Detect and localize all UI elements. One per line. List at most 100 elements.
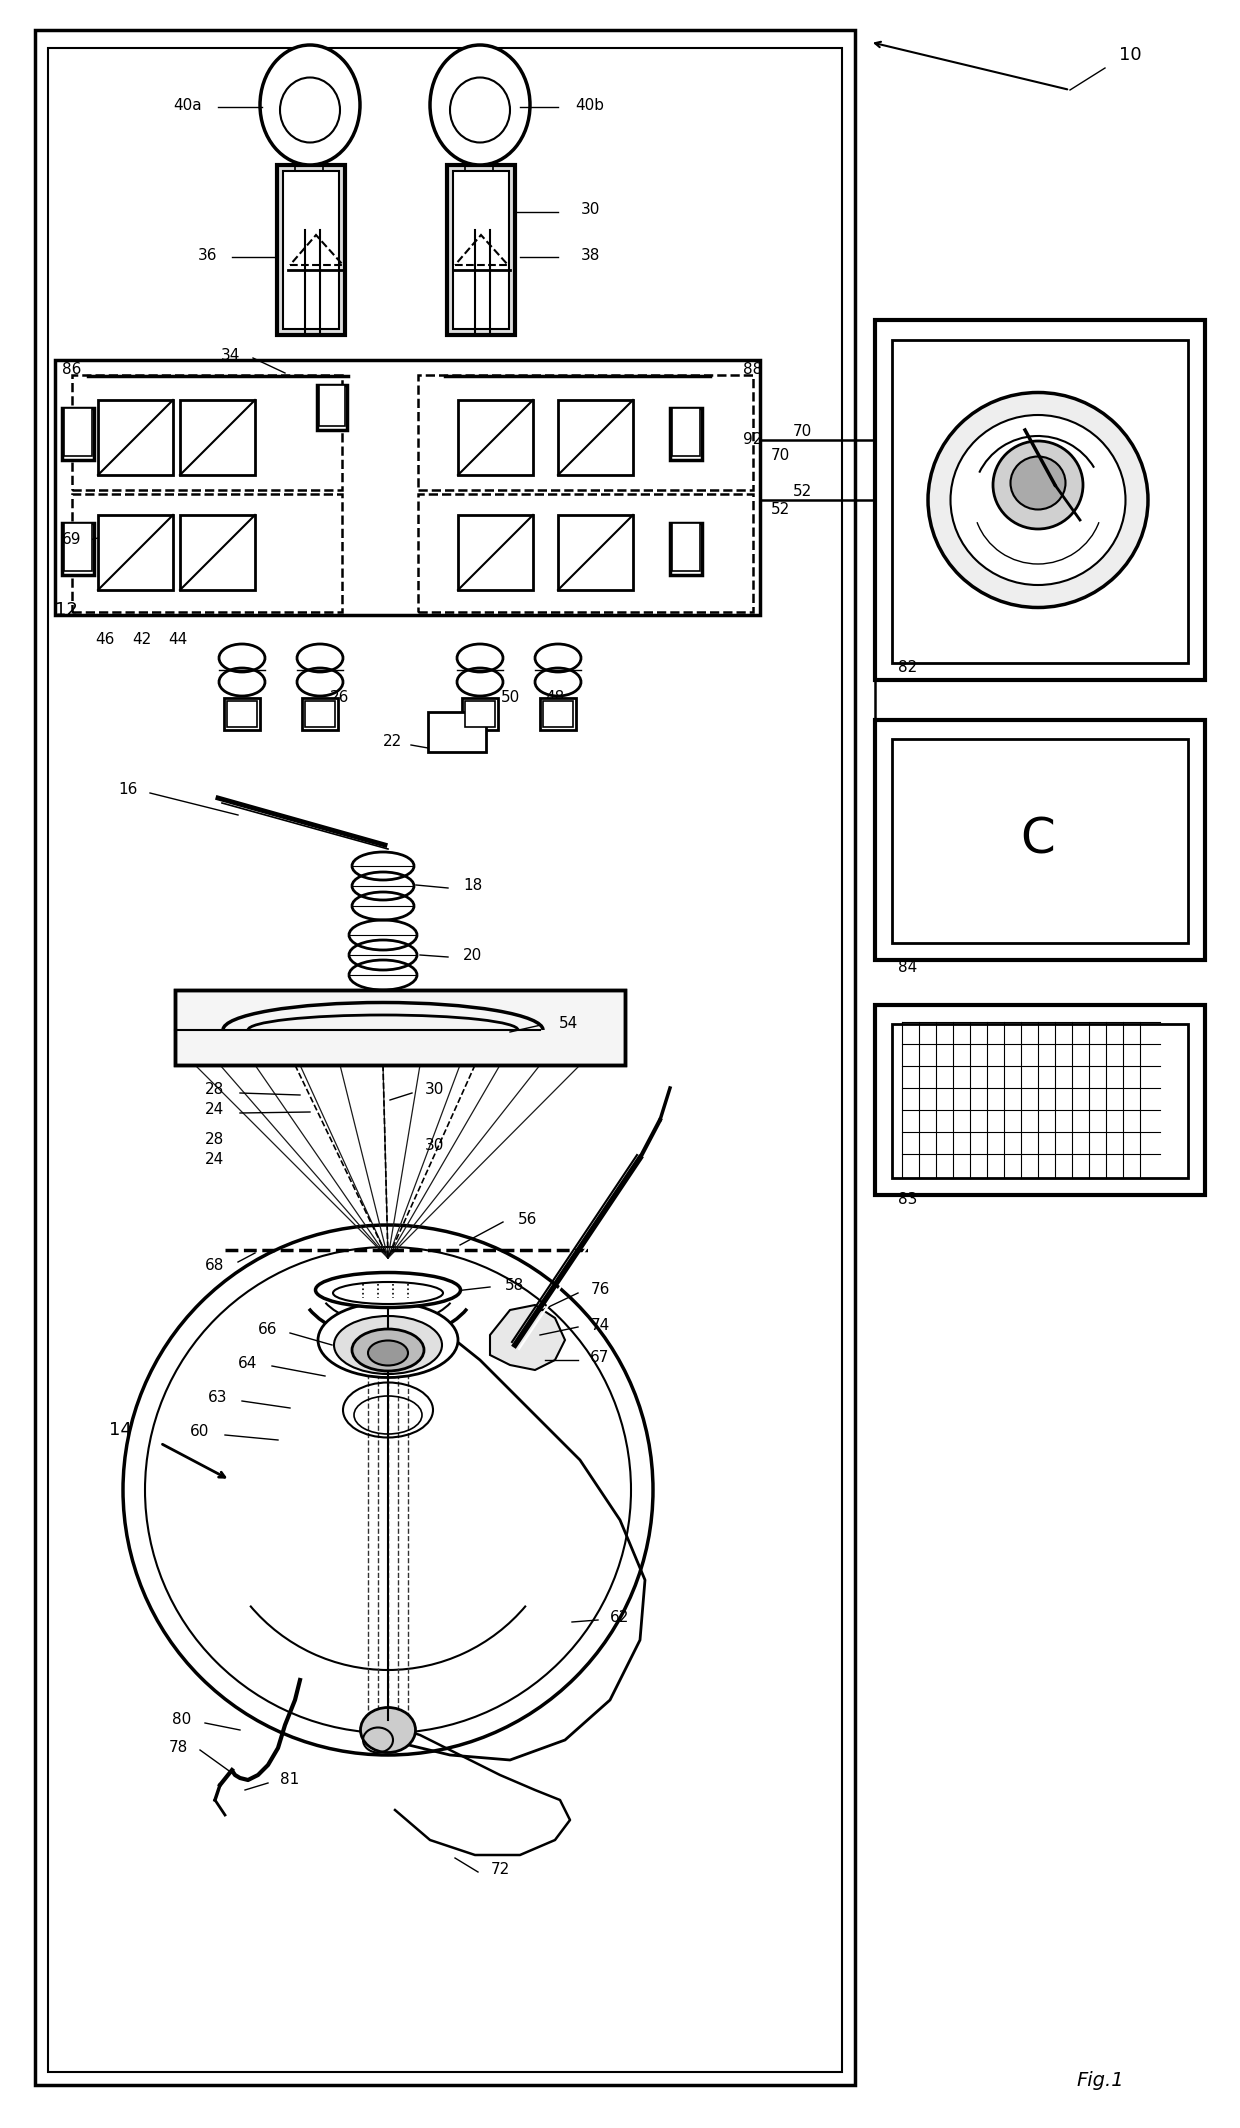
Bar bbox=[55, 360, 760, 615]
Text: 64: 64 bbox=[238, 1356, 258, 1370]
Text: 78: 78 bbox=[169, 1741, 187, 1756]
Text: 36: 36 bbox=[198, 247, 218, 262]
Text: 76: 76 bbox=[590, 1283, 610, 1298]
Bar bbox=[670, 409, 702, 460]
Bar bbox=[175, 990, 625, 1064]
Bar bbox=[875, 319, 1205, 681]
Text: 38: 38 bbox=[580, 247, 600, 262]
Ellipse shape bbox=[993, 440, 1083, 530]
Ellipse shape bbox=[1011, 458, 1065, 509]
Text: 74: 74 bbox=[590, 1317, 610, 1332]
Text: 60: 60 bbox=[190, 1424, 210, 1439]
Text: 42: 42 bbox=[133, 632, 151, 647]
Ellipse shape bbox=[334, 1315, 441, 1375]
Bar bbox=[446, 166, 515, 334]
Bar bbox=[892, 340, 1188, 664]
Text: 70: 70 bbox=[770, 447, 790, 462]
Text: 52: 52 bbox=[770, 502, 790, 517]
Text: 90: 90 bbox=[62, 432, 82, 447]
Bar bbox=[892, 1024, 1188, 1179]
Text: 81: 81 bbox=[280, 1773, 300, 1788]
Ellipse shape bbox=[368, 1341, 408, 1366]
Text: 69: 69 bbox=[62, 532, 82, 547]
Ellipse shape bbox=[334, 1281, 443, 1304]
Bar bbox=[64, 523, 92, 570]
Bar bbox=[224, 698, 260, 730]
Bar bbox=[463, 698, 498, 730]
Text: 20: 20 bbox=[464, 947, 482, 962]
Text: 83: 83 bbox=[898, 1192, 918, 1207]
Bar bbox=[428, 713, 486, 751]
Text: 24: 24 bbox=[206, 1153, 224, 1168]
Text: 44: 44 bbox=[169, 632, 187, 647]
Text: 88: 88 bbox=[743, 362, 763, 377]
Text: 67: 67 bbox=[590, 1351, 610, 1366]
Bar bbox=[458, 400, 533, 475]
Bar bbox=[670, 523, 702, 575]
Text: 22: 22 bbox=[383, 734, 403, 749]
Text: 68: 68 bbox=[206, 1258, 224, 1273]
Text: 62: 62 bbox=[610, 1611, 630, 1626]
Bar bbox=[672, 409, 701, 455]
Text: 80: 80 bbox=[172, 1713, 192, 1728]
Text: 28: 28 bbox=[206, 1083, 224, 1098]
Text: 86: 86 bbox=[62, 362, 82, 377]
Bar bbox=[72, 375, 342, 489]
Bar bbox=[319, 385, 345, 426]
Text: 10: 10 bbox=[1118, 47, 1141, 64]
Text: 16: 16 bbox=[118, 783, 138, 798]
Text: 70: 70 bbox=[792, 423, 812, 440]
Text: 92: 92 bbox=[743, 432, 763, 447]
Text: 40a: 40a bbox=[174, 98, 202, 113]
Text: 58: 58 bbox=[506, 1277, 525, 1292]
Ellipse shape bbox=[260, 45, 360, 166]
Bar bbox=[418, 494, 753, 613]
Bar bbox=[303, 698, 339, 730]
Bar bbox=[62, 523, 94, 575]
Text: 63: 63 bbox=[208, 1390, 228, 1404]
Bar bbox=[558, 400, 632, 475]
Text: 72: 72 bbox=[490, 1862, 510, 1877]
Bar bbox=[465, 700, 495, 728]
Ellipse shape bbox=[361, 1707, 415, 1753]
Text: 14: 14 bbox=[109, 1422, 131, 1439]
Bar bbox=[48, 49, 842, 2073]
Bar bbox=[543, 700, 573, 728]
Text: C: C bbox=[1021, 815, 1055, 864]
Ellipse shape bbox=[317, 1302, 458, 1377]
Bar bbox=[98, 400, 174, 475]
Text: 50: 50 bbox=[501, 689, 520, 706]
Text: 66: 66 bbox=[258, 1321, 278, 1339]
Bar bbox=[283, 170, 339, 330]
Bar bbox=[72, 494, 342, 613]
Text: 12: 12 bbox=[55, 600, 78, 619]
Bar bbox=[180, 400, 255, 475]
Text: 34: 34 bbox=[221, 347, 239, 362]
Text: 30: 30 bbox=[425, 1083, 445, 1098]
Bar bbox=[180, 515, 255, 589]
Bar bbox=[227, 700, 257, 728]
Bar bbox=[35, 30, 856, 2085]
Text: 46: 46 bbox=[95, 632, 114, 647]
Bar bbox=[875, 719, 1205, 960]
Text: 28: 28 bbox=[206, 1132, 224, 1147]
Ellipse shape bbox=[951, 415, 1126, 585]
Text: 30: 30 bbox=[425, 1138, 445, 1153]
Bar bbox=[558, 515, 632, 589]
Polygon shape bbox=[490, 1304, 565, 1370]
Ellipse shape bbox=[315, 1273, 460, 1307]
Text: 56: 56 bbox=[518, 1213, 538, 1228]
Bar bbox=[672, 523, 701, 570]
Ellipse shape bbox=[430, 45, 529, 166]
Text: 84: 84 bbox=[898, 960, 918, 975]
Text: 52: 52 bbox=[792, 485, 812, 500]
Bar bbox=[875, 1004, 1205, 1196]
Bar bbox=[62, 409, 94, 460]
Text: 48: 48 bbox=[546, 689, 564, 706]
Bar bbox=[453, 170, 508, 330]
Text: 30: 30 bbox=[580, 202, 600, 217]
Text: 26: 26 bbox=[330, 689, 350, 706]
Bar bbox=[64, 409, 92, 455]
Bar bbox=[175, 990, 625, 1064]
Bar bbox=[458, 515, 533, 589]
